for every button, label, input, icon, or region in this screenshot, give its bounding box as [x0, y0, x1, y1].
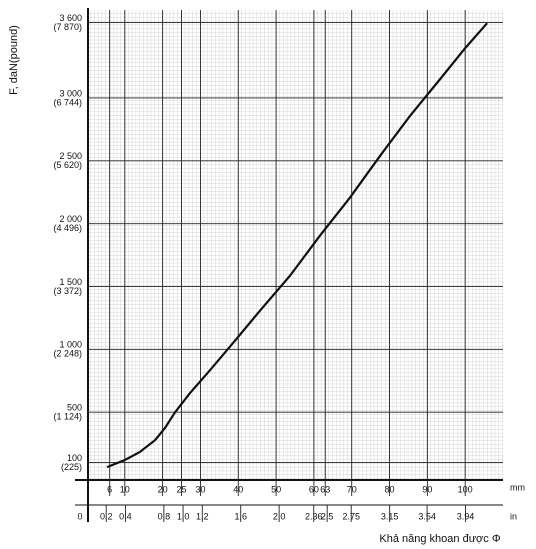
y-pound-label: (4 496) — [53, 223, 82, 233]
y-tick-label: 1 500 — [59, 277, 82, 287]
y-tick-label: 2 500 — [59, 151, 82, 161]
graph-paper — [87, 10, 503, 480]
y-tick-label: 3 000 — [59, 88, 82, 98]
x-tick-label: 30 — [195, 484, 205, 494]
x-tick-label: 90 — [422, 484, 432, 494]
y-pound-label: (2 248) — [53, 349, 82, 359]
x-tick-label: 80 — [385, 484, 395, 494]
x-tick-label: 40 — [233, 484, 243, 494]
x2-tick-label: 2.75 — [342, 511, 360, 521]
x2-tick-label: 3.15 — [381, 511, 399, 521]
y-pound-label: (3 372) — [53, 286, 82, 296]
y-tick-label: 3 600 — [59, 13, 82, 23]
x2-tick-label: 2.5 — [321, 511, 334, 521]
y-tick-label: 2 000 — [59, 214, 82, 224]
x-tick-label: 60 — [309, 484, 319, 494]
origin-label: 0 — [77, 511, 82, 521]
x-tick-label: 6 — [107, 484, 112, 494]
x2-tick-label: 0.4 — [119, 511, 132, 521]
x2-tick-label: 3.94 — [457, 511, 475, 521]
x-tick-label: 25 — [177, 484, 187, 494]
curve — [106, 22, 488, 469]
y-pound-label: (1 124) — [53, 412, 82, 422]
y-tick-label: 1 000 — [59, 340, 82, 350]
x2-tick-label: 2.36 — [305, 511, 323, 521]
x2-unit: in — [510, 511, 517, 521]
x-tick-label: 70 — [347, 484, 357, 494]
y-axis-title: F, daN(pound) — [8, 25, 20, 95]
y-pound-label: (6 744) — [53, 97, 82, 107]
x2-tick-label: 3.54 — [418, 511, 436, 521]
x-axis-title: Khả năng khoan được Φ — [379, 533, 500, 545]
y-tick-label: 500 — [67, 403, 82, 413]
x2-tick-label: 1.6 — [234, 511, 247, 521]
y-pound-label: (5 620) — [53, 160, 82, 170]
x-tick-label: 100 — [458, 484, 473, 494]
y-pound-label: (7 870) — [53, 22, 82, 32]
x-tick-label: 50 — [271, 484, 281, 494]
y-tick-label: 100 — [67, 453, 82, 463]
x2-tick-label: 2.0 — [273, 511, 286, 521]
x2-tick-label: 1.0 — [177, 511, 190, 521]
x2-tick-label: 0.8 — [158, 511, 171, 521]
y-pound-label: (225) — [61, 462, 82, 472]
x-unit: mm — [510, 482, 525, 492]
x2-tick-label: 0.2 — [100, 511, 113, 521]
x-tick-label: 20 — [158, 484, 168, 494]
x-tick-label: 10 — [120, 484, 130, 494]
x-tick-label: 63 — [320, 484, 330, 494]
x2-tick-label: 1.2 — [196, 511, 209, 521]
